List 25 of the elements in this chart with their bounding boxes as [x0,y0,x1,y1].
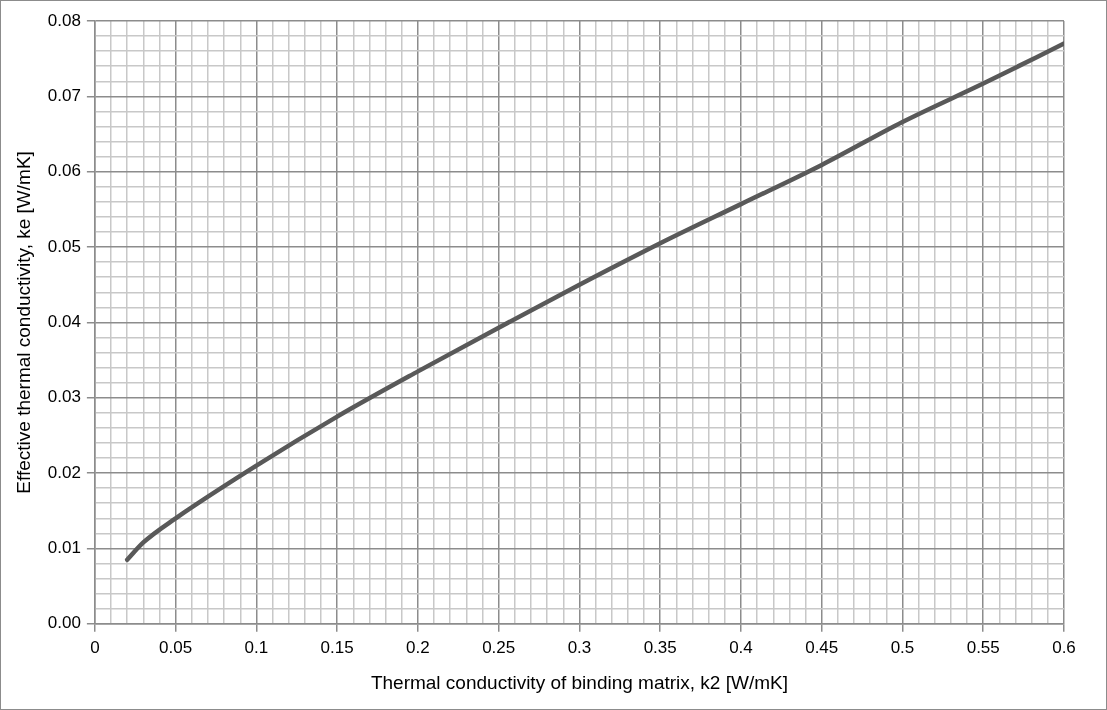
y-tick-label: 0.02 [47,462,81,482]
x-tick-label: 0.45 [805,637,839,657]
y-tick-label: 0.07 [47,86,81,106]
y-tick-label: 0.03 [47,387,81,407]
y-tick-label: 0.05 [47,236,81,256]
y-tick-label: 0.00 [47,613,81,633]
x-axis-title: Thermal conductivity of binding matrix, k2 [W/mK] [370,671,788,693]
x-tick-label: 0.15 [320,637,354,657]
x-tick-label: 0.6 [1052,637,1076,657]
x-tick-label: 0.55 [966,637,1000,657]
x-tick-label: 0.2 [406,637,430,657]
y-tick-label: 0.08 [47,10,81,30]
y-tick-label: 0.06 [47,161,81,181]
x-tick-label: 0.5 [890,637,915,657]
x-tick-label: 0.3 [567,637,592,657]
x-tick-label: 0.05 [159,637,193,657]
x-tick-label: 0.1 [244,637,269,657]
y-tick-label: 0.01 [47,538,81,558]
x-tick-label: 0.25 [482,637,516,657]
y-tick-label: 0.04 [47,312,81,332]
line-series [124,41,1064,562]
y-axis-title: Effective thermal conductivity, ke [W/mK] [12,151,34,494]
x-tick-label: 0 [90,637,100,657]
x-tick-label: 0.4 [729,637,753,657]
x-tick-label: 0.35 [643,637,677,657]
